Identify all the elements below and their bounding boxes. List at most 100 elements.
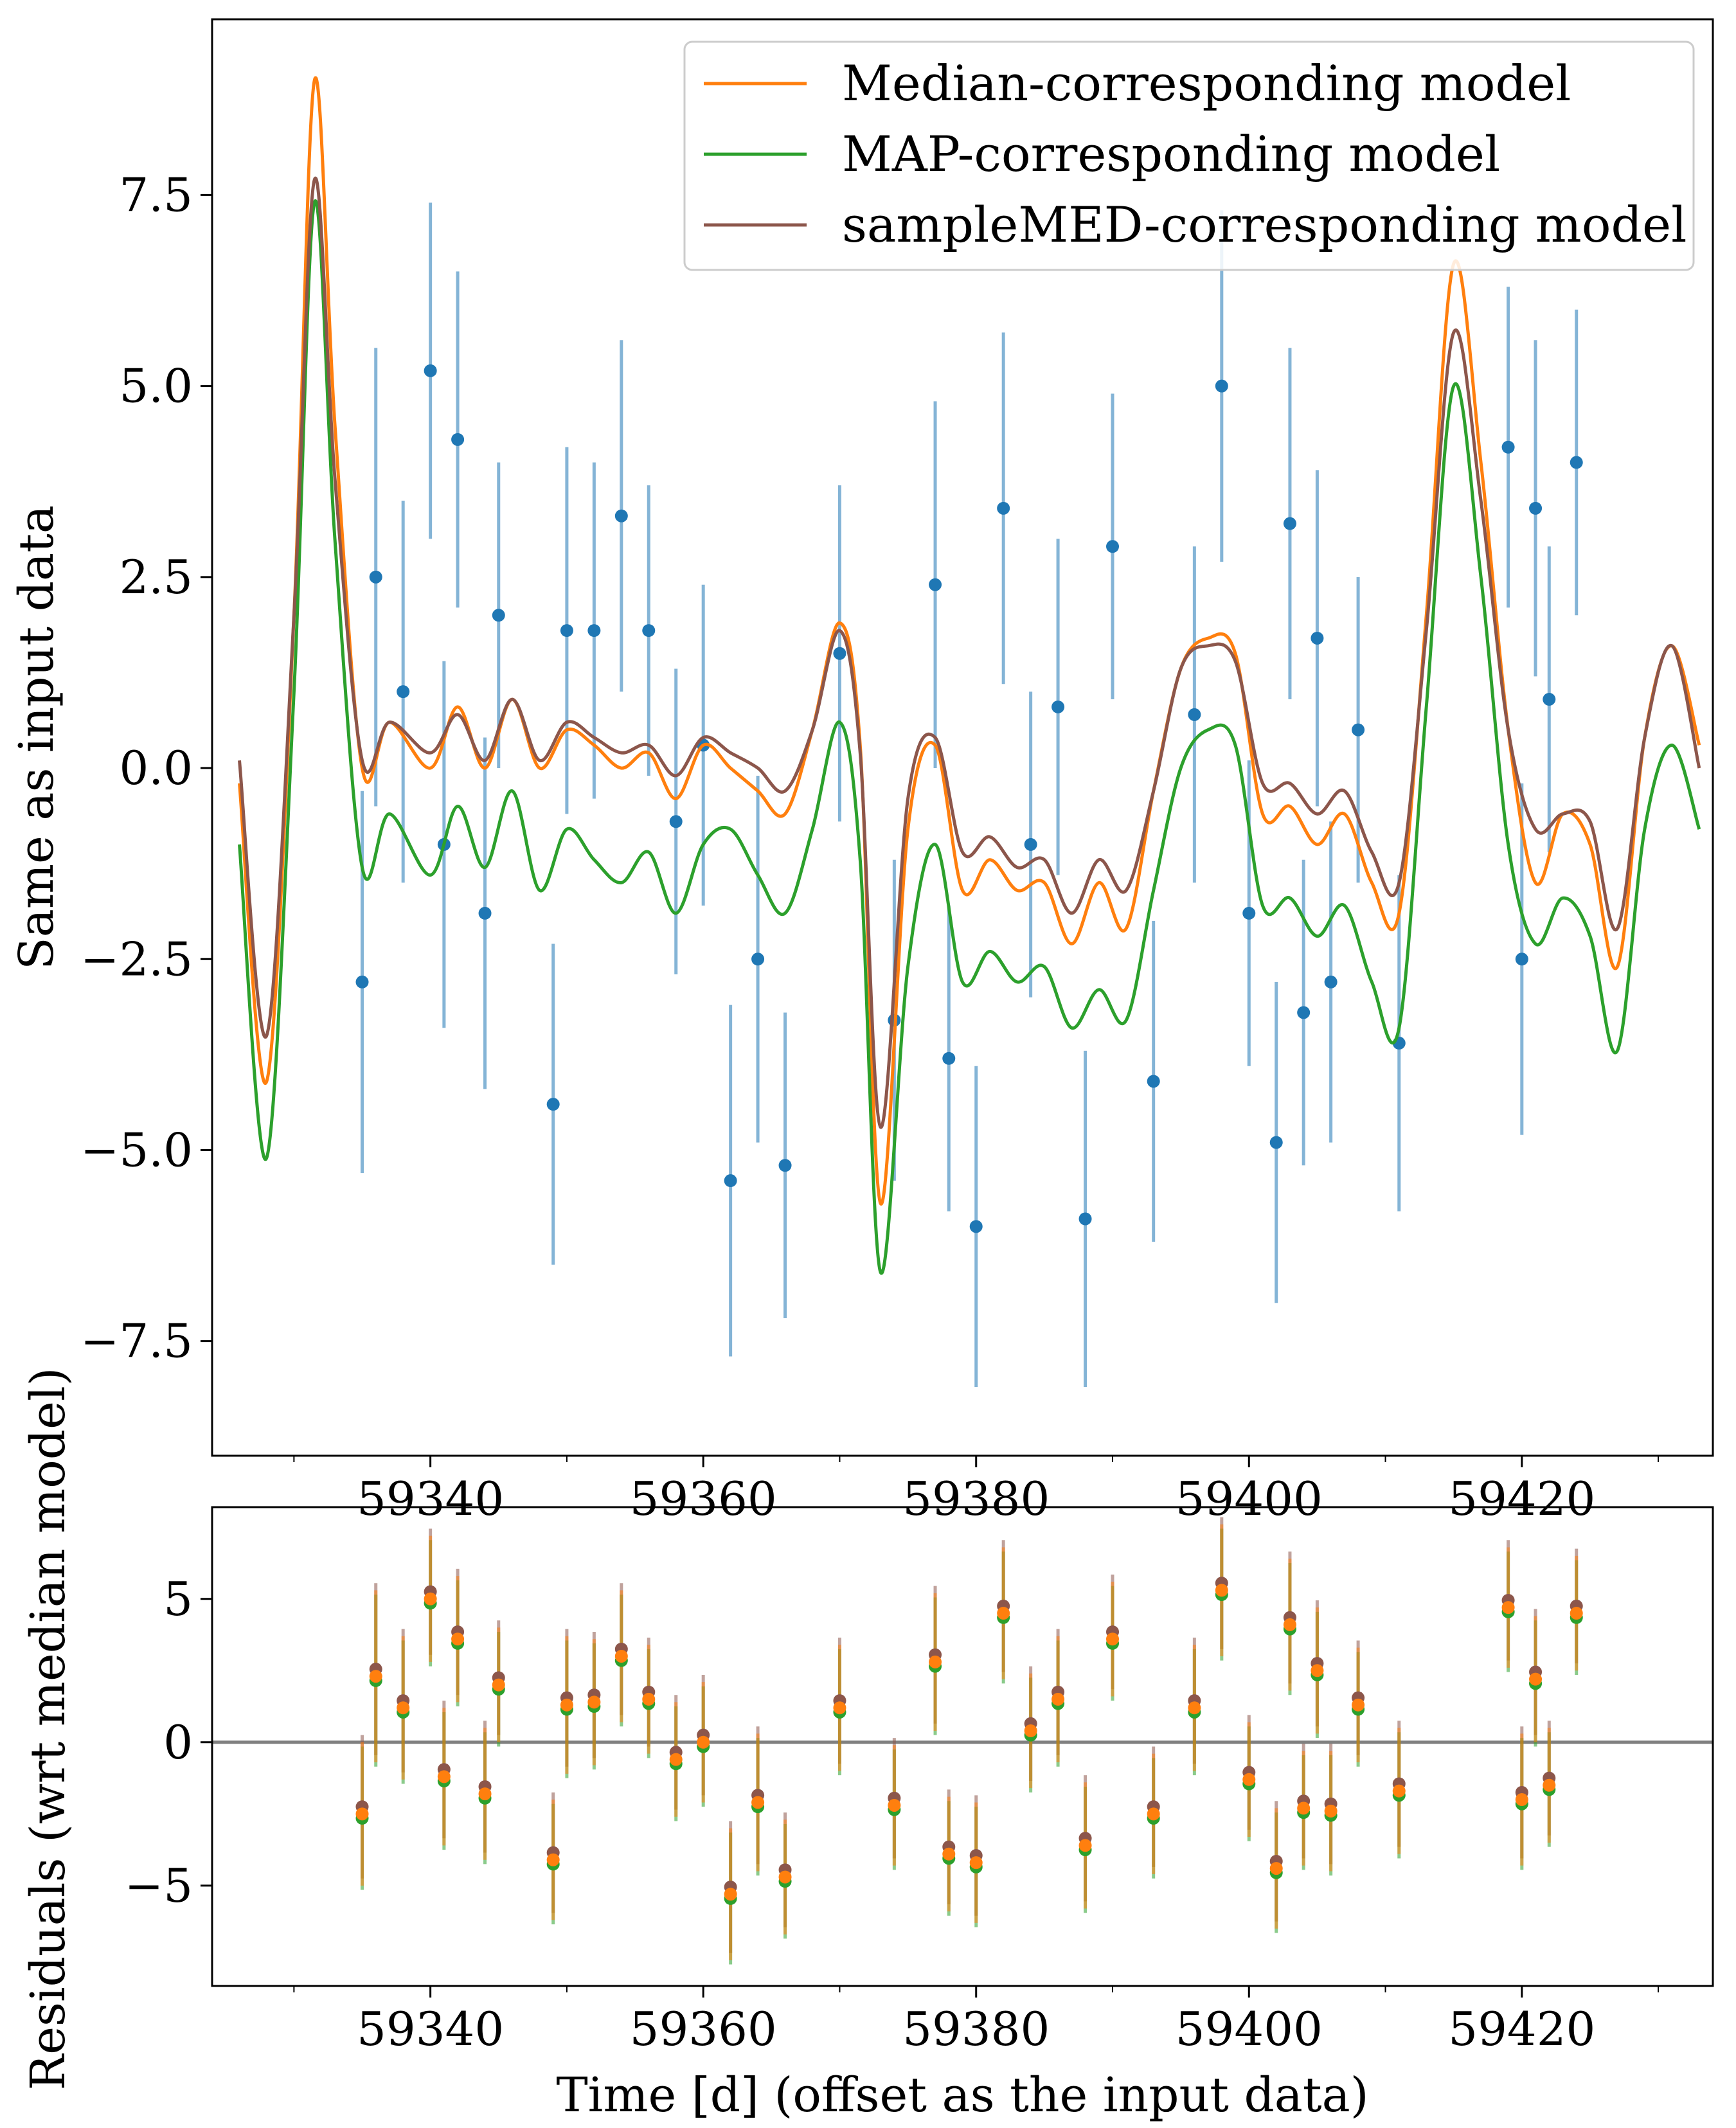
median-residual-point (451, 1632, 465, 1646)
median-residual-point (888, 1798, 901, 1812)
data-point (397, 685, 410, 699)
median-residual-point (697, 1735, 710, 1749)
legend-entry-label: MAP-corresponding model (842, 125, 1500, 183)
data-point (1242, 906, 1256, 920)
top-x-tick-label: 59340 (357, 1472, 504, 1526)
data-point (424, 364, 437, 377)
median-residual-point (1501, 1601, 1515, 1614)
data-point (929, 578, 942, 591)
median-residual-point (1242, 1773, 1256, 1786)
data-point (1269, 1136, 1283, 1149)
top-x-tick-label: 59360 (630, 1472, 777, 1526)
bottom-y-tick-label: 5 (163, 1572, 193, 1626)
median-residual-point (1269, 1862, 1283, 1875)
data-point (1078, 1212, 1092, 1226)
top-x-tick-label: 59380 (902, 1472, 1050, 1526)
data-point (1024, 837, 1037, 851)
median-residual-point (1283, 1618, 1296, 1631)
median-residual-point (1529, 1672, 1543, 1686)
top-y-tick-label: 7.5 (119, 168, 193, 222)
median-residual-point (614, 1649, 628, 1663)
median-residual-point (1106, 1632, 1119, 1646)
median-residual-point (546, 1853, 560, 1866)
median-residual-point (642, 1692, 656, 1706)
median-residual-point (587, 1695, 601, 1709)
data-point (369, 570, 382, 584)
median-residual-point (492, 1678, 505, 1692)
data-point (669, 815, 683, 828)
top-y-tick-label: 2.5 (119, 550, 193, 604)
data-point (587, 624, 601, 638)
median-residual-point (1297, 1802, 1311, 1815)
top-x-tick-label: 59420 (1448, 1472, 1595, 1526)
median-residual-point (1147, 1807, 1160, 1821)
legend-entry-label: sampleMED-corresponding model (842, 196, 1687, 253)
data-point (1106, 540, 1119, 553)
data-point (1570, 456, 1583, 469)
data-point (1215, 379, 1228, 393)
median-residual-point (369, 1670, 382, 1683)
data-point (1311, 631, 1324, 645)
data-point (451, 433, 465, 446)
legend-box (683, 40, 1695, 271)
median-residual-point (397, 1701, 410, 1715)
median-residual-point (1024, 1724, 1037, 1737)
median-residual-point (1352, 1698, 1365, 1712)
bottom-y-tick-label: 0 (163, 1715, 193, 1769)
median-residual-point (997, 1607, 1010, 1620)
data-point (1283, 517, 1296, 530)
median-residual-point (833, 1701, 846, 1715)
data-point (778, 1159, 792, 1172)
data-point (492, 609, 505, 622)
map-model-line (238, 199, 1701, 1275)
top-y-axis-label: Same as input data (9, 505, 64, 970)
median-residual-point (560, 1698, 573, 1712)
median-residual-point (942, 1847, 956, 1861)
median-residual-point (929, 1655, 942, 1668)
median-residual-point (1311, 1664, 1324, 1677)
bottom-plot-area (212, 1517, 1713, 1965)
median-residual-point (1570, 1607, 1583, 1620)
median-residual-point (724, 1888, 737, 1901)
bottom-y-axis-label: Residuals (wrt median model) (21, 1367, 76, 2090)
data-point (1188, 708, 1201, 721)
median-residual-point (778, 1870, 792, 1884)
median-residual-point (478, 1787, 492, 1801)
top-x-tick-label: 59400 (1176, 1472, 1323, 1526)
median-residual-point (355, 1807, 369, 1821)
top-y-tick-label: 0.0 (119, 741, 193, 795)
data-point (1515, 952, 1528, 966)
median-residual-point (1078, 1839, 1092, 1852)
median-residual-point (1543, 1778, 1556, 1792)
bottom-y-tick-label: −5 (125, 1859, 193, 1913)
data-point (1352, 723, 1365, 737)
median-residual-point (1324, 1804, 1338, 1818)
top-y-tick-label: −2.5 (80, 932, 193, 986)
top-axes: 59340 59360 59380 59400 59420 −7.5 −5.0 −2.5 0.0… (80, 168, 1660, 1526)
median-residual-point (1392, 1784, 1406, 1798)
data-point (724, 1174, 737, 1188)
bottom-x-tick-label: 59340 (357, 2002, 504, 2056)
legend-entry-label: Median-corresponding model (842, 55, 1571, 112)
data-point (1051, 700, 1065, 713)
median-residual-point (424, 1592, 437, 1605)
data-point (969, 1220, 983, 1233)
data-point (546, 1098, 560, 1111)
bottom-panel: 59340 59360 59380 59400 59420 −5 0 5 Time [d] (… (21, 1367, 1714, 2123)
median-residual-point (1515, 1793, 1528, 1807)
data-point (478, 906, 492, 920)
bottom-x-tick-label: 59360 (630, 2002, 777, 2056)
data-point (1297, 1006, 1311, 1019)
median-model-line (238, 76, 1701, 1206)
median-residual-point (437, 1770, 451, 1784)
samplemed-model-line (238, 176, 1701, 1129)
data-point (1147, 1075, 1160, 1088)
median-residual-point (969, 1856, 983, 1870)
data-point (942, 1051, 956, 1065)
bottom-x-tick-label: 59400 (1176, 2002, 1323, 2056)
data-point (560, 624, 573, 638)
data-point (1529, 501, 1543, 515)
bottom-axes: 59340 59360 59380 59400 59420 −5 0 5 (125, 1572, 1660, 2056)
top-y-tick-label: −7.5 (80, 1314, 193, 1368)
